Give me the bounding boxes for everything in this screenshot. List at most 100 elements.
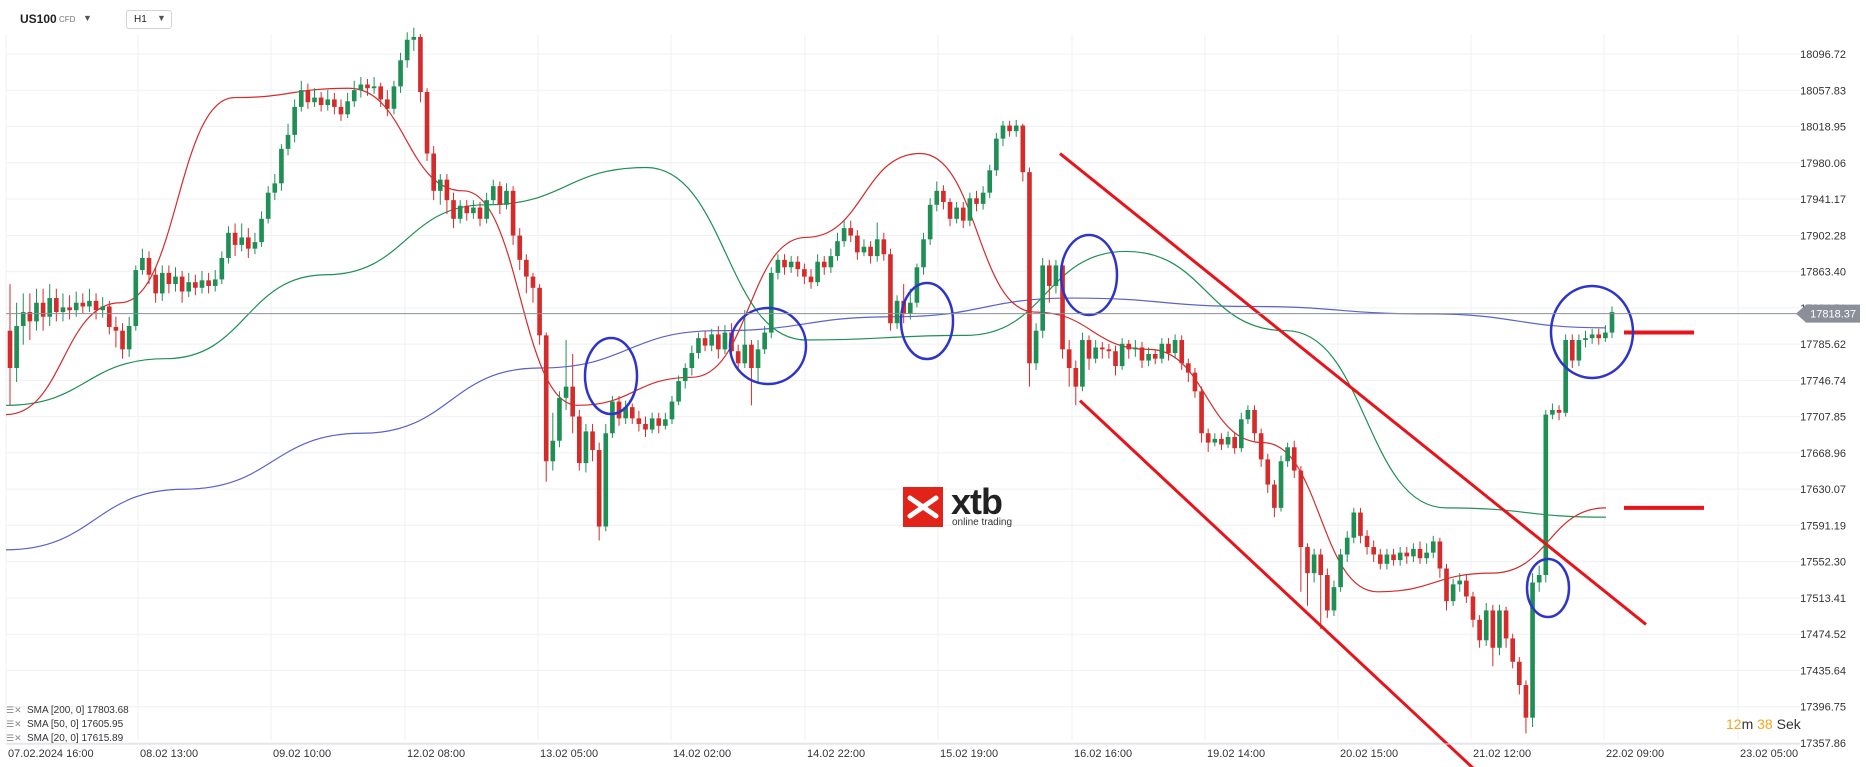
candle-body xyxy=(1053,265,1059,286)
symbol-label[interactable]: US100 xyxy=(20,12,57,26)
candle-body xyxy=(835,241,840,257)
candle-body xyxy=(1133,347,1138,350)
candle-body xyxy=(54,298,59,313)
candle-body xyxy=(1212,438,1218,443)
candle-body xyxy=(1219,438,1224,445)
candle-body xyxy=(1146,354,1151,361)
candle-body xyxy=(325,99,331,106)
candle-body xyxy=(716,334,721,350)
candle-body xyxy=(537,287,542,336)
candle-body xyxy=(1377,554,1383,564)
candle-body xyxy=(1199,391,1204,434)
candle-body xyxy=(888,254,893,324)
candle-body xyxy=(153,274,158,294)
candle-body xyxy=(1305,547,1310,574)
legend-sma-20[interactable]: ☰✕ SMA [20, 0] 17615.89 xyxy=(6,731,129,745)
candle-body xyxy=(874,239,880,257)
candle-body xyxy=(332,99,337,107)
timeframe-select[interactable]: H1 ▼ xyxy=(126,10,172,29)
last-price-tag xyxy=(1796,304,1860,323)
candle-body xyxy=(73,302,79,311)
candle-body xyxy=(576,416,582,464)
candle-body xyxy=(1278,461,1284,508)
candle-body xyxy=(735,351,741,364)
candle-body xyxy=(497,186,503,205)
timeframe-dropdown-icon[interactable]: ▼ xyxy=(157,13,166,23)
channel-upper-line xyxy=(1059,152,1647,626)
last-price-marker: 17818.37 xyxy=(6,304,1860,323)
channel-lower-line xyxy=(1078,399,1475,767)
candle-body xyxy=(987,170,993,193)
candle-body xyxy=(1497,610,1502,648)
candle-body xyxy=(1457,580,1463,585)
x-tick-label: 12.02 08:00 xyxy=(407,748,465,760)
candle-body xyxy=(1119,343,1125,367)
candle-body xyxy=(663,419,668,426)
candle-body xyxy=(199,280,205,288)
candle-body xyxy=(530,276,536,288)
candle-body xyxy=(656,418,662,426)
indicator-settings-icon[interactable]: ☰✕ xyxy=(6,732,22,743)
candle-body xyxy=(477,207,483,219)
x-tick-label: 22.02 09:00 xyxy=(1606,748,1664,760)
highlight-circle xyxy=(1549,284,1635,380)
candle-body xyxy=(894,300,900,324)
candle-body xyxy=(490,186,496,201)
candle-body xyxy=(755,349,761,368)
y-tick-label: 17902.28 xyxy=(1800,230,1846,242)
candle-body xyxy=(768,272,774,333)
candle-body xyxy=(934,190,940,205)
candle-body xyxy=(855,235,860,253)
candle-body xyxy=(828,256,834,268)
x-tick-label: 13.02 05:00 xyxy=(540,748,598,760)
candle-body xyxy=(1550,409,1555,415)
candle-body xyxy=(1027,172,1032,364)
candle-body xyxy=(1351,512,1357,538)
candle-body xyxy=(1073,367,1079,387)
y-tick-label: 17746.74 xyxy=(1800,375,1846,387)
indicator-settings-icon[interactable]: ☰✕ xyxy=(6,704,22,715)
symbol-dropdown-icon[interactable]: ▼ xyxy=(83,13,92,23)
candle-body xyxy=(1609,312,1615,333)
candle-body xyxy=(365,84,370,89)
candle-body xyxy=(1099,347,1105,350)
candle-body xyxy=(298,90,304,107)
candle-body xyxy=(471,207,476,214)
instrument-type-label: CFD xyxy=(59,15,76,24)
candle-body xyxy=(616,401,622,419)
candle-body xyxy=(338,106,344,115)
candle-body xyxy=(1265,459,1271,485)
candle-body xyxy=(120,330,125,350)
candle-body xyxy=(1285,447,1290,462)
legend-label: SMA [50, 0] 17605.95 xyxy=(27,718,124,730)
candle-body xyxy=(226,232,231,258)
price-axis[interactable]: 18096.72 18057.83 18018.95 17980.06 17941.17… xyxy=(1800,49,1846,750)
y-tick-label: 17396.75 xyxy=(1800,702,1846,714)
legend-sma-50[interactable]: ☰✕ SMA [50, 0] 17605.95 xyxy=(6,717,129,731)
candle-body xyxy=(1007,125,1012,132)
candle-body xyxy=(1192,372,1198,392)
candle-body xyxy=(265,192,271,219)
time-axis[interactable]: 07.02.2024 16:00 08.02 13:00 09.02 10:00 12… xyxy=(6,743,1800,760)
legend-sma-200[interactable]: ☰✕ SMA [200, 0] 17803.68 xyxy=(6,703,129,717)
indicator-legend: ☰✕ SMA [200, 0] 17803.68 ☰✕ SMA [50, 0] … xyxy=(6,703,129,745)
candle-body xyxy=(1152,354,1158,359)
candle-body xyxy=(550,440,556,462)
y-tick-label: 18057.83 xyxy=(1800,85,1846,97)
sma200-path xyxy=(5,297,1607,551)
indicator-settings-icon[interactable]: ☰✕ xyxy=(6,718,22,729)
x-tick-label: 16.02 16:00 xyxy=(1074,748,1132,760)
candle-body xyxy=(1556,409,1562,413)
candle-body xyxy=(457,205,463,219)
candle-body xyxy=(1113,351,1118,367)
candle-body xyxy=(1563,340,1568,413)
candle-body xyxy=(173,276,178,285)
candle-body xyxy=(1126,343,1132,350)
logo-tagline: online trading xyxy=(952,517,1013,528)
candle-body xyxy=(385,99,390,109)
sma20-path xyxy=(5,87,1607,593)
candle-body xyxy=(702,338,708,346)
candle-body xyxy=(272,183,278,193)
candle-body xyxy=(1093,347,1098,359)
